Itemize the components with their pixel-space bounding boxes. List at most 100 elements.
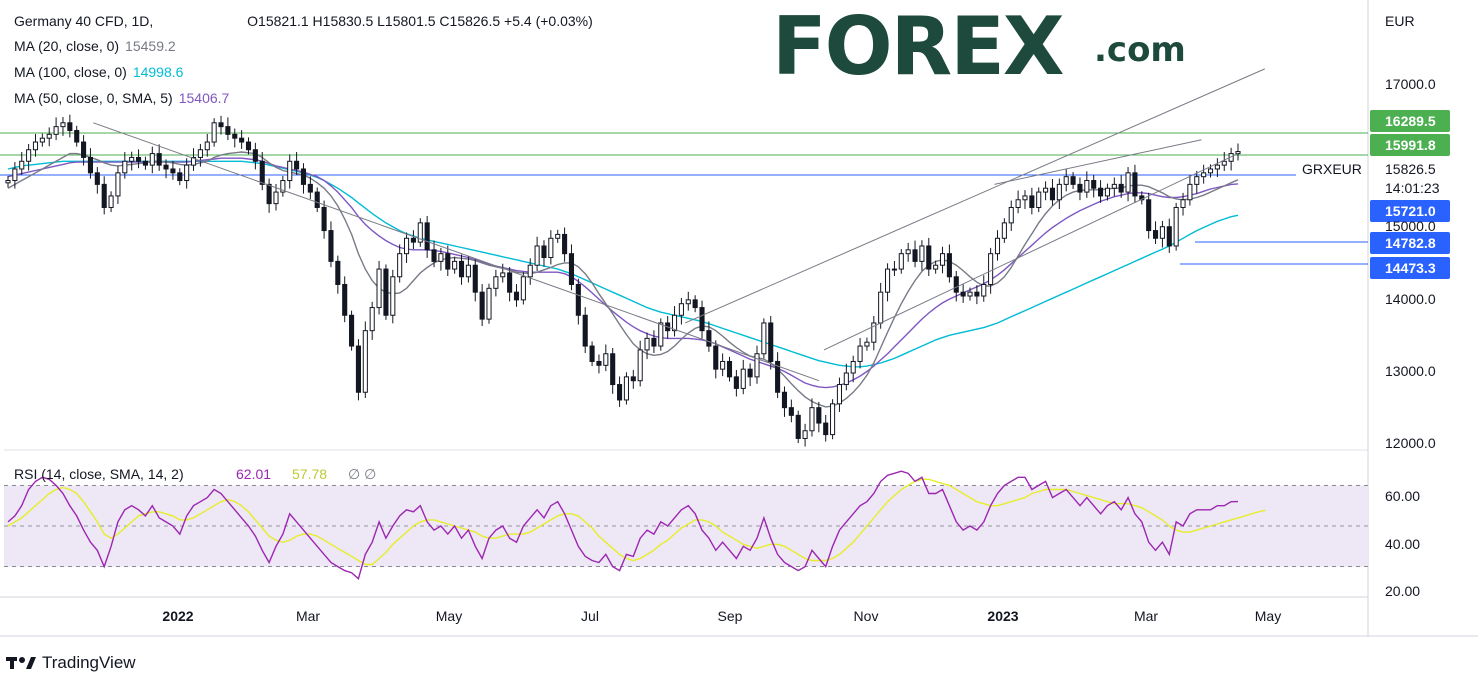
candle [67, 114, 73, 138]
candle-body [1159, 226, 1165, 239]
candle [981, 275, 987, 302]
candle [603, 344, 609, 372]
candle-body [720, 360, 726, 370]
candle-body [761, 322, 767, 355]
candle-body [445, 253, 451, 270]
price-tick: 13000.0 [1385, 363, 1436, 379]
candle-body [857, 345, 863, 362]
ma20-label: MA (20, close, 0) [14, 38, 120, 54]
candle-body [53, 126, 59, 135]
candle [836, 377, 843, 412]
candle-body [582, 314, 588, 347]
candle-body [129, 156, 135, 162]
candle-body [1187, 183, 1193, 201]
candle-body [692, 299, 698, 309]
candle-body [19, 160, 25, 170]
candle [142, 156, 148, 170]
candle-body [355, 345, 361, 393]
candle [500, 263, 506, 283]
candle-body [1132, 172, 1138, 197]
candle-body [184, 164, 190, 182]
candle-body [603, 353, 609, 366]
candle-body [740, 368, 746, 389]
candle-body [816, 407, 822, 424]
candle [197, 143, 203, 167]
candle [156, 144, 162, 171]
price-tick: 14000.0 [1385, 291, 1436, 307]
candle-body [390, 276, 396, 316]
level-badge [1370, 257, 1450, 279]
candle [108, 191, 114, 213]
candle [513, 284, 520, 307]
legend-ma50[interactable]: MA (50, close, 0, SMA, 5) 15406.7 [14, 90, 229, 106]
candle-body [397, 253, 403, 278]
candle [912, 240, 918, 268]
candle [232, 128, 238, 148]
candle [273, 183, 279, 211]
candle-body [321, 206, 327, 232]
tradingview-brand[interactable]: TradingView [6, 653, 136, 673]
candle [342, 276, 348, 323]
candle-body [754, 353, 760, 378]
candle-body [946, 253, 952, 278]
candle-body [1084, 180, 1090, 193]
time-axis[interactable]: 2022 Mar May Jul Sep Nov 2023 Mar May [162, 608, 1281, 624]
candle-body [809, 407, 815, 432]
price-axis[interactable]: EUR 17000.0 14000.0 13000.0 12000.0 16289.5 15… [1302, 13, 1450, 451]
candle-body [74, 129, 80, 143]
level-badge [1370, 134, 1450, 156]
candle-body [912, 249, 918, 262]
candle [294, 152, 300, 175]
candle-body [342, 283, 348, 316]
candle-body [568, 253, 575, 285]
candle [562, 227, 568, 262]
candle [1125, 167, 1131, 202]
price-tick: 17000.0 [1385, 76, 1436, 92]
candle [136, 149, 142, 169]
legend-ma20[interactable]: MA (20, close, 0) 15459.2 [14, 38, 176, 54]
candle [1132, 164, 1138, 203]
candle-body [781, 391, 788, 409]
candle-body [1180, 199, 1186, 208]
candle-body [871, 322, 877, 343]
level-badge [1370, 200, 1450, 222]
legend-ma100[interactable]: MA (100, close, 0) 14998.6 [14, 64, 183, 80]
candle [967, 287, 973, 301]
candle-body [596, 360, 602, 366]
candle [410, 230, 416, 250]
candle [1043, 181, 1049, 201]
candle-body [1207, 168, 1214, 174]
candle-body [273, 191, 279, 205]
candle [644, 332, 650, 360]
candle-body [939, 253, 946, 266]
candle-body [431, 249, 437, 262]
moving-average-lines [7, 151, 1239, 408]
rsi-ma-line [7, 478, 1266, 566]
candle-body [1194, 176, 1200, 185]
candle-body [1001, 222, 1007, 239]
candle-body [775, 360, 781, 393]
price-tick: 12000.0 [1385, 435, 1436, 451]
candle-body [1221, 160, 1227, 166]
candle [184, 158, 190, 189]
candle-body [32, 141, 39, 151]
candle [1111, 177, 1117, 197]
candle-body [1091, 180, 1097, 189]
ma50-value: 15406.7 [178, 90, 230, 106]
trendline-channel-upper [684, 68, 1265, 324]
candle [830, 399, 836, 440]
rsi-value: 62.01 [236, 466, 271, 482]
symbol-title[interactable]: Germany 40 CFD, 1D, [14, 13, 154, 29]
candle-body [713, 345, 719, 370]
candle [1049, 178, 1056, 206]
candle [355, 339, 361, 401]
candle [149, 146, 155, 174]
candles[interactable] [5, 114, 1241, 447]
candle [1015, 190, 1021, 214]
candle-body [644, 337, 650, 351]
candle [190, 148, 197, 171]
rsi-label: RSI (14, close, SMA, 14, 2) [14, 466, 184, 482]
currency-label: EUR [1385, 13, 1415, 29]
candle [376, 260, 382, 315]
time-tick: 2022 [162, 608, 193, 624]
